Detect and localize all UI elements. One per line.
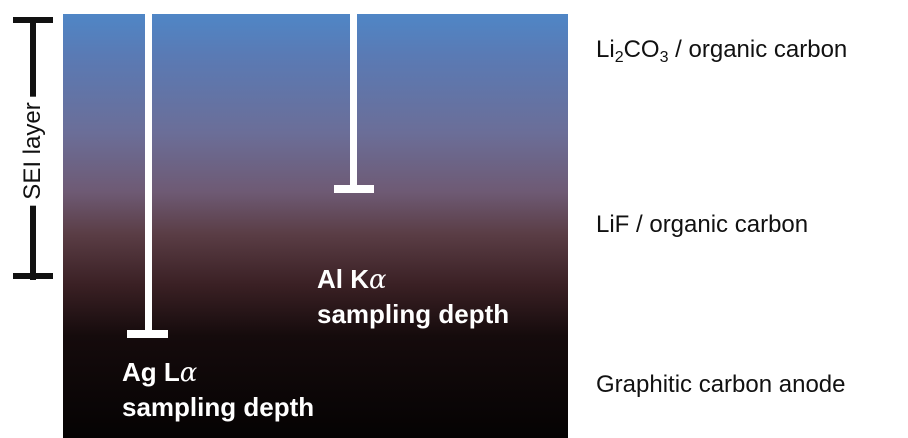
al-sampling-depth-bar bbox=[350, 14, 357, 190]
al-sampling-depth-label: Al Kα sampling depth bbox=[317, 264, 510, 329]
ag-sampling-depth-cap bbox=[127, 330, 168, 338]
ag-sampling-depth-bar bbox=[145, 14, 152, 336]
al-sampling-depth-cap bbox=[334, 185, 374, 193]
sei-bracket-bottom-cap bbox=[13, 273, 53, 279]
layer-label-middle: LiF / organic carbon bbox=[596, 211, 809, 238]
layer-label-surface: Li2CO3 / organic carbon bbox=[596, 36, 848, 66]
ag-sampling-depth-label: Ag Lα sampling depth bbox=[122, 357, 315, 422]
layer-label-anode: Graphitic carbon anode bbox=[596, 371, 846, 398]
